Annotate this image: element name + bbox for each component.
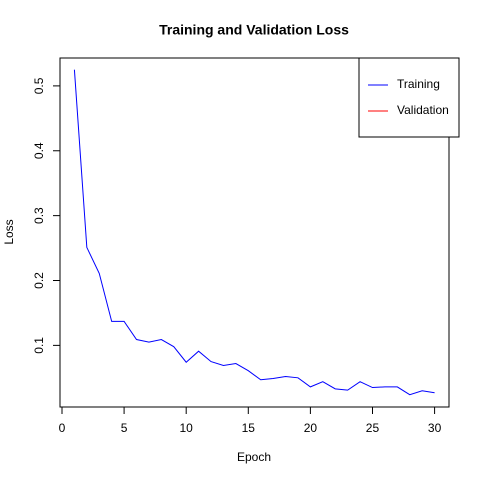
x-tick-label: 30 <box>428 421 442 435</box>
y-tick-label: 0.3 <box>32 207 46 224</box>
x-tick-label: 15 <box>242 421 256 435</box>
y-tick-label: 0.2 <box>32 272 46 289</box>
x-axis-label: Epoch <box>237 450 271 464</box>
series-line <box>73 69 435 396</box>
x-tick-label: 0 <box>59 421 66 435</box>
y-axis-label: Loss <box>2 219 16 244</box>
x-tick-label: 5 <box>121 421 128 435</box>
y-tick-label: 0.1 <box>32 337 46 354</box>
plot-box <box>59 57 450 408</box>
chart-title: Training and Validation Loss <box>159 22 349 38</box>
x-tick-label: 25 <box>366 421 380 435</box>
x-tick-label: 20 <box>304 421 318 435</box>
legend-label: Training <box>397 77 440 91</box>
legend-box <box>358 57 460 138</box>
y-tick-label: 0.4 <box>32 142 46 159</box>
legend-label: Validation <box>397 103 449 117</box>
y-tick-label: 0.5 <box>32 77 46 94</box>
x-tick-label: 10 <box>180 421 194 435</box>
